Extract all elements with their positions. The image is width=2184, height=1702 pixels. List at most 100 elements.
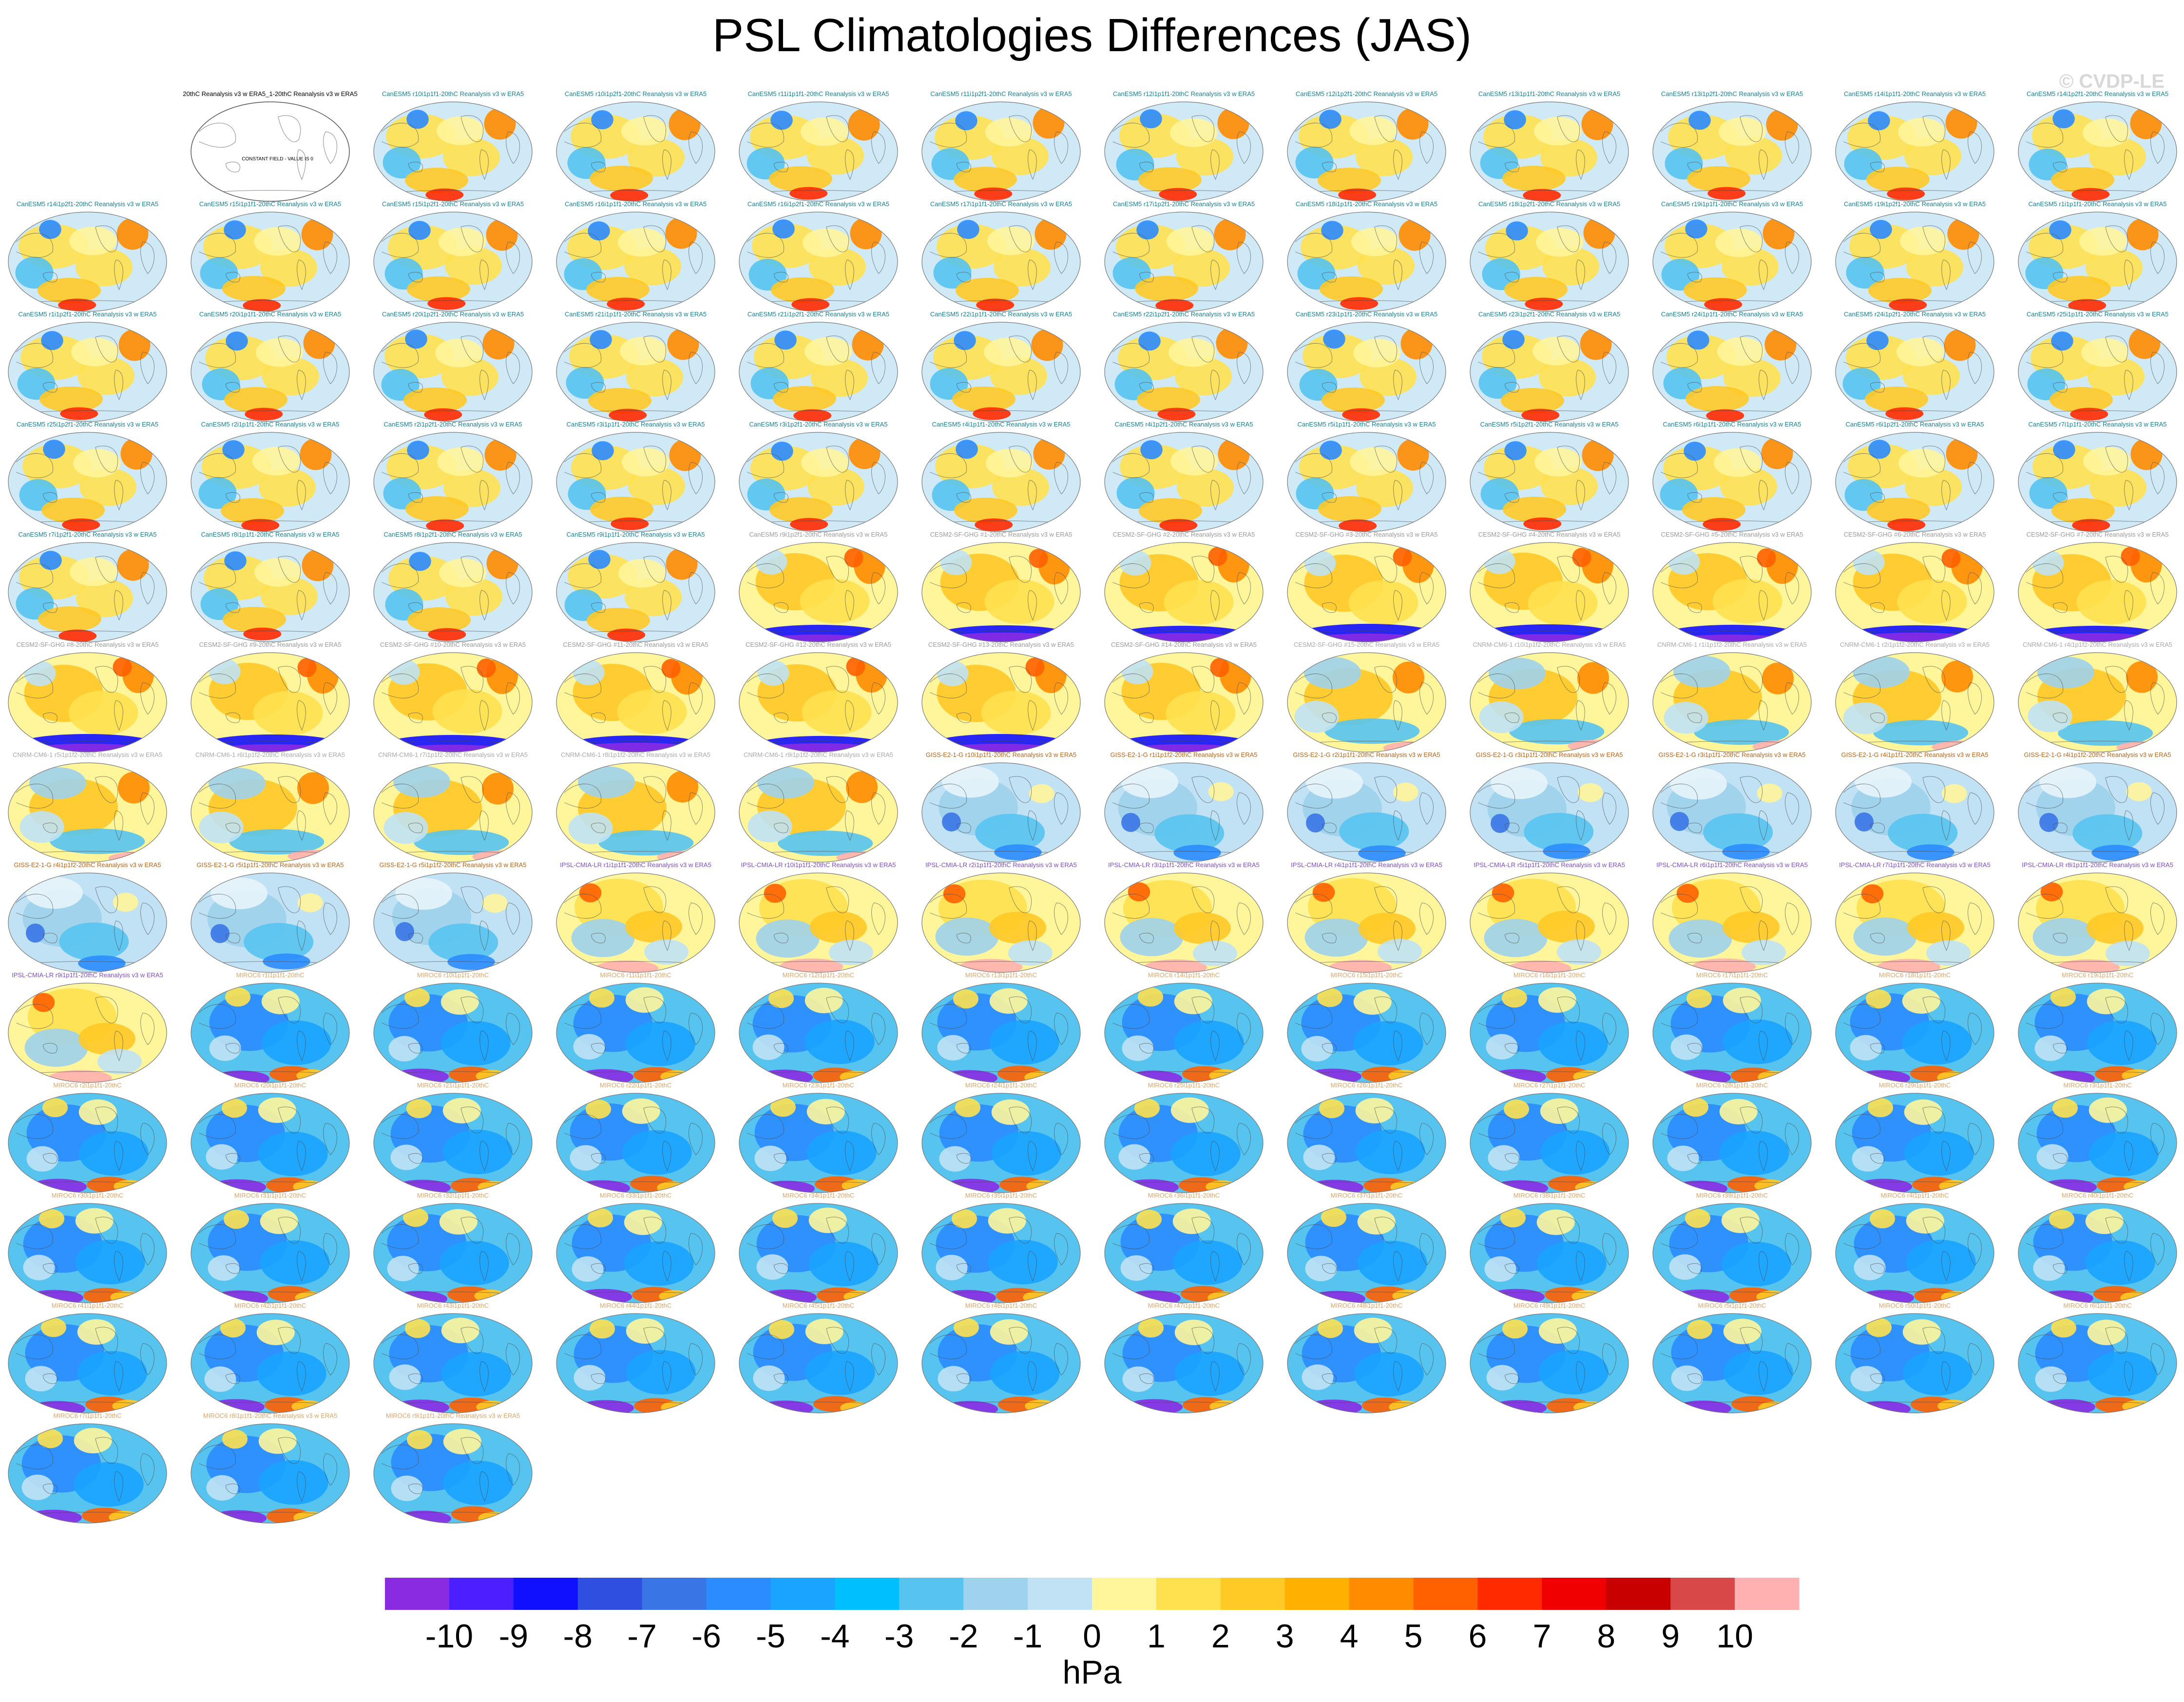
map-field	[8, 1203, 167, 1303]
map-outline	[1287, 762, 1446, 863]
map-outline	[8, 652, 167, 753]
map-outline	[739, 322, 898, 422]
field-blob	[1502, 988, 1527, 1008]
field-blob	[990, 1319, 1028, 1345]
field-blob	[2079, 227, 2127, 256]
model-panel: GISS-E2-1-G r3i1p1f1-20thC Reanalysis v3…	[1652, 751, 1812, 863]
model-panel: CanESM5 r21i1p1f1-20thC Reanalysis v3 w …	[556, 310, 715, 422]
panel-title: MIROC6 r28i1p1f1-20thC	[1696, 1082, 1768, 1089]
colorbar-tick-label: 0	[1083, 1618, 1101, 1655]
model-panel: CESM2-SF-GHG #14-20thC Reanalysis v3 w E…	[1104, 641, 1264, 753]
panel-title: MIROC6 r16i1p1f1-20thC	[1513, 971, 1585, 979]
field-blob	[952, 1209, 977, 1229]
map-field	[374, 1093, 532, 1193]
map-outline	[191, 432, 350, 532]
map-field	[374, 1314, 532, 1413]
map-outline	[1104, 983, 1264, 1083]
map-outline	[1652, 542, 1812, 642]
panel-title: CESM2-SF-GHG #8-20thC Reanalysis v3 w ER…	[17, 641, 159, 648]
field-blob	[570, 1145, 602, 1171]
field-blob	[989, 911, 1046, 944]
field-blob	[1721, 1241, 1791, 1287]
field-blob	[224, 551, 247, 571]
field-blob	[118, 772, 150, 804]
field-blob	[772, 219, 795, 239]
field-blob	[1855, 812, 1874, 832]
field-blob	[984, 579, 1054, 624]
field-blob	[2088, 1131, 2159, 1177]
field-blob	[1174, 912, 1231, 944]
model-panel: MIROC6 r18i1p1f1-20thC	[1835, 971, 1994, 1083]
field-blob	[1723, 987, 1761, 1013]
colorbar	[0, 1574, 2184, 1701]
field-blob	[590, 1319, 615, 1339]
colorbar-tick-label: 2	[1211, 1618, 1230, 1655]
field-blob	[1868, 278, 1932, 304]
colorbar-tick-label: 9	[1661, 1618, 1680, 1655]
field-blob	[1356, 469, 1413, 507]
map-field	[1653, 1093, 1811, 1193]
field-blob	[395, 922, 414, 941]
colorbar-tick-label: -5	[756, 1618, 785, 1655]
field-blob	[2035, 1366, 2067, 1392]
field-blob	[1029, 784, 1054, 803]
field-blob	[800, 579, 870, 624]
panel-title: MIROC6 r42i1p1f1-20thC	[234, 1302, 306, 1309]
field-blob	[607, 628, 646, 641]
model-panel: MIROC6 r1i1p1f1-20thC	[191, 971, 350, 1083]
panel-title: MIROC6 r26i1p1f1-20thC	[1331, 1082, 1402, 1089]
map-outline	[2018, 101, 2177, 202]
panel-title: IPSL-CMIA-LR r4i1p1f1-20thC Reanalysis v…	[1291, 861, 1442, 869]
panel-grid: 20thC Reanalysis v3 w ERA5_1-20thC Reana…	[8, 90, 2177, 1524]
field-blob	[439, 558, 487, 587]
panel-title: MIROC6 r9i1p1f1-20thC Reanalysis v3 w ER…	[386, 1412, 520, 1419]
panel-title: GISS-E2-1-G r5i1p1f2-20thC Reanalysis v3…	[379, 861, 526, 869]
map-outline	[1835, 762, 1994, 863]
map-outline	[191, 542, 350, 642]
field-blob	[989, 1020, 1059, 1065]
field-blob	[667, 328, 699, 360]
field-blob	[1904, 1099, 1942, 1125]
field-blob	[1116, 477, 1155, 509]
field-blob	[1762, 662, 1794, 695]
field-blob	[1873, 720, 1969, 746]
model-panel: CanESM5 r2i1p2f1-20thC Reanalysis v3 w E…	[373, 421, 533, 532]
field-blob	[1534, 116, 1582, 146]
model-panel: GISS-E2-1-G r10i1p1f1-20thC Reanalysis v…	[921, 751, 1081, 863]
map-outline	[921, 212, 1081, 312]
panel-title: IPSL-CMIA-LR r3i1p1f1-20thC Reanalysis v…	[1108, 861, 1260, 869]
model-panel: CanESM5 r14i1p2f1-20thC Reanalysis v3 w …	[2018, 90, 2177, 202]
field-blob	[1137, 387, 1200, 413]
watermark: © CVDP-LE	[2059, 71, 2165, 92]
field-blob	[1138, 987, 1163, 1007]
field-blob	[938, 1366, 970, 1392]
field-blob	[75, 1208, 114, 1234]
field-blob	[611, 517, 649, 530]
field-blob	[586, 277, 650, 303]
field-blob	[1216, 327, 1248, 359]
map-outline	[373, 762, 533, 863]
map-field	[1287, 1093, 1446, 1193]
panel-title: CanESM5 r19i1p1f1-20thC Reanalysis v3 w …	[1661, 200, 1803, 208]
field-blob	[805, 1019, 875, 1064]
field-blob	[1854, 1255, 1886, 1280]
field-blob	[2085, 1208, 2124, 1234]
map-field	[1287, 653, 1446, 752]
panel-title: MIROC6 r36i1p1f1-20thC	[1148, 1192, 1220, 1199]
panel-title: CanESM5 r2i1p1f1-20thC Reanalysis v3 w E…	[201, 421, 340, 428]
field-blob	[848, 109, 880, 141]
panel-title: MIROC6 r5i1p1f1-20thC	[1698, 1302, 1766, 1309]
colorbar-tick-label: -4	[820, 1618, 850, 1655]
field-blob	[1360, 358, 1417, 396]
field-blob	[1304, 550, 1336, 576]
field-blob	[791, 298, 830, 311]
model-panel: CNRM-CM6-1 r10i1p1f2-20thC Reanalysis v3…	[1470, 641, 1629, 753]
model-panel: IPSL-CMIA-LR r2i1p1f1-20thC Reanalysis v…	[921, 861, 1081, 973]
map-outline	[556, 432, 715, 532]
field-blob	[1303, 1144, 1335, 1170]
field-blob	[1941, 660, 1973, 693]
model-panel: MIROC6 r13i1p1f1-20thC	[921, 971, 1081, 1083]
field-blob	[1502, 1319, 1528, 1339]
map-field	[922, 432, 1080, 532]
field-blob	[1850, 1035, 1882, 1061]
